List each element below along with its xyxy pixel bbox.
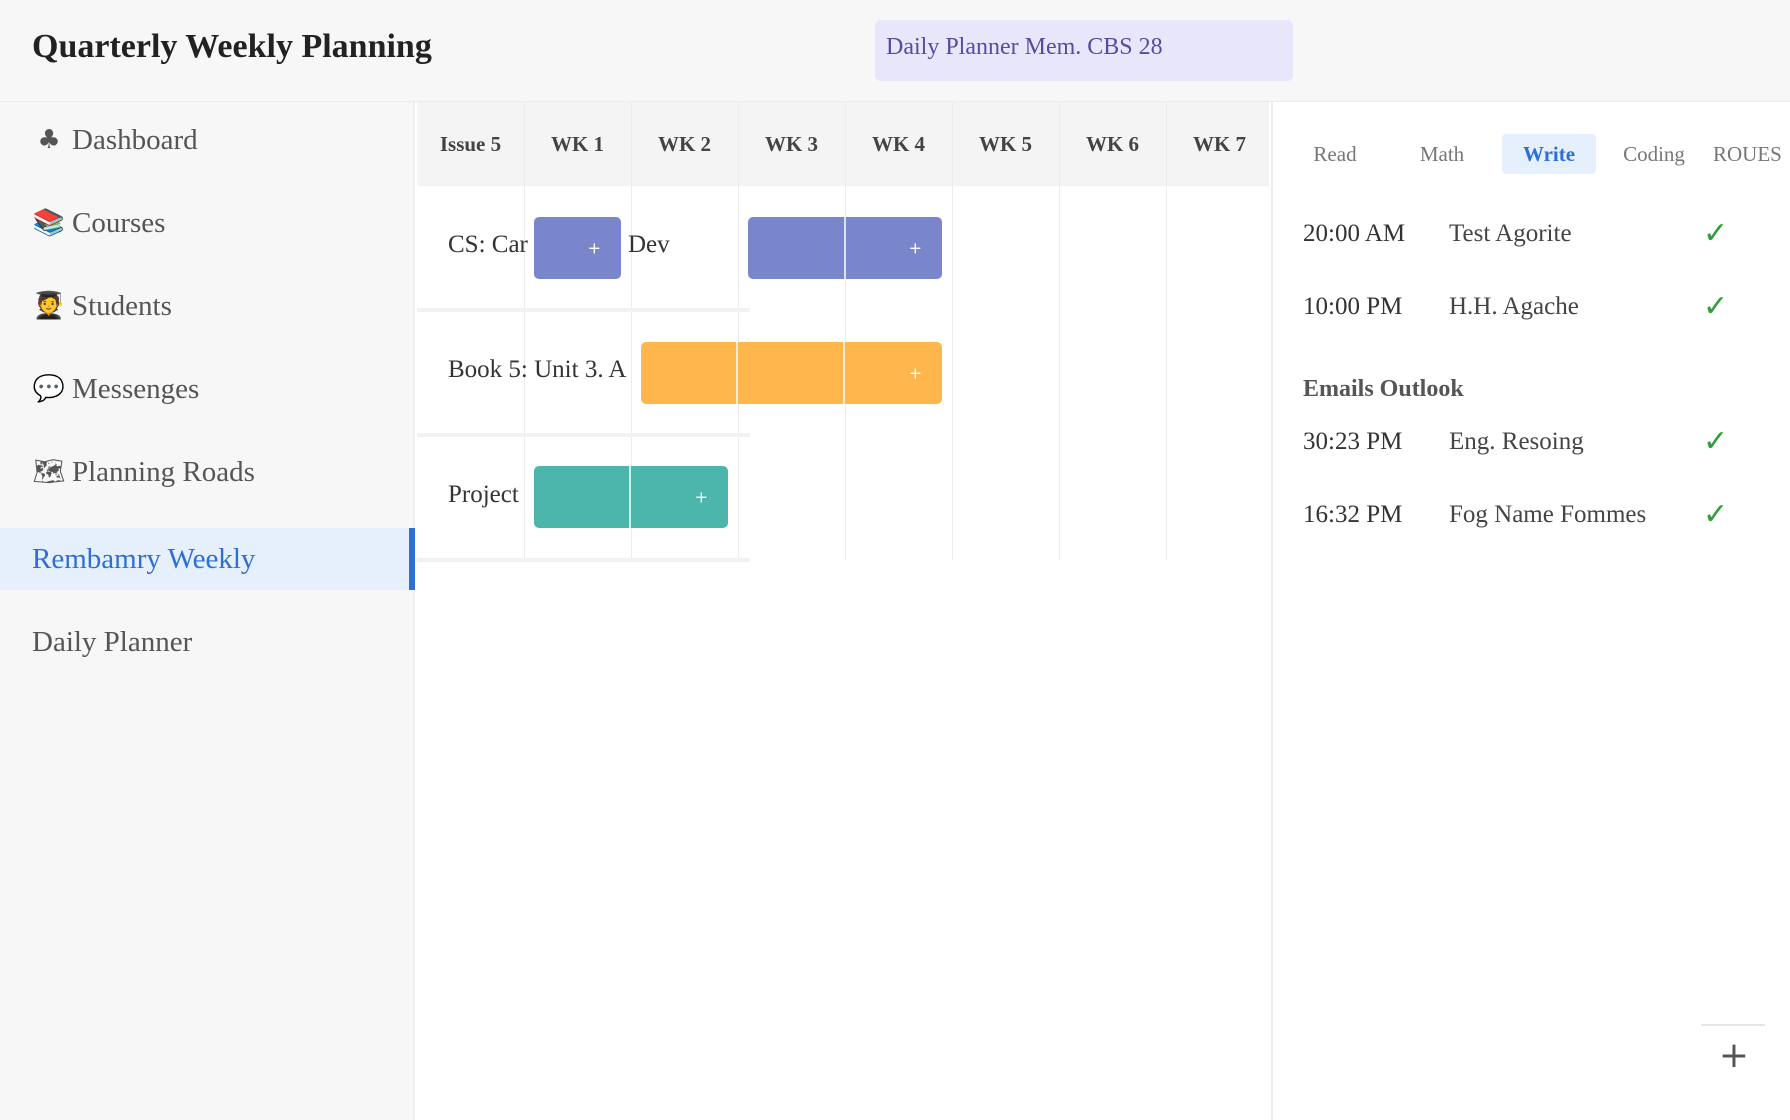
sidebar-item-students[interactable]: 🧑‍🎓 Students bbox=[0, 275, 415, 337]
section-title: Emails Outlook bbox=[1303, 376, 1464, 402]
timeline-grid: Issue 5 WK 1 WK 2 WK 3 WK 4 WK 5 WK 6 WK… bbox=[417, 102, 1269, 1120]
entry-name: Eng. Resoing bbox=[1449, 428, 1584, 455]
row-divider bbox=[417, 558, 750, 562]
map-icon: 🗺 bbox=[32, 457, 66, 487]
row-label-cs-tail: Dev bbox=[628, 231, 670, 258]
row-label-cs: CS: Car bbox=[448, 231, 528, 259]
sidebar-item-label: Planning Roads bbox=[72, 455, 255, 488]
column-header: WK 6 bbox=[1085, 131, 1140, 156]
add-icon[interactable]: + bbox=[908, 363, 922, 383]
column-header: WK 5 bbox=[978, 131, 1033, 156]
divider bbox=[1701, 1024, 1765, 1026]
grid-line bbox=[631, 102, 632, 560]
add-button[interactable]: + bbox=[1718, 1034, 1750, 1076]
bar-divider bbox=[629, 466, 631, 528]
bar-divider bbox=[843, 342, 845, 404]
tab-math[interactable]: Math bbox=[1419, 141, 1465, 166]
add-icon[interactable]: + bbox=[587, 238, 601, 258]
sidebar-item-weekly[interactable]: Rembamry Weekly bbox=[0, 528, 415, 590]
grid-line bbox=[738, 102, 739, 560]
column-header: WK 7 bbox=[1192, 131, 1247, 156]
column-header: WK 3 bbox=[764, 131, 819, 156]
timeline-bar[interactable]: + bbox=[641, 342, 942, 404]
row-label-project: Project bbox=[448, 481, 519, 508]
sidebar-item-label: Courses bbox=[72, 206, 166, 239]
entry-time: 16:32 PM bbox=[1303, 501, 1403, 528]
timeline-bar[interactable]: + bbox=[748, 217, 942, 279]
timeline-header: Issue 5 WK 1 WK 2 WK 3 WK 4 WK 5 WK 6 WK… bbox=[417, 102, 1269, 186]
search-input[interactable]: Daily Planner Mem. CBS 28 bbox=[875, 20, 1293, 81]
entry-name: H.H. Agache bbox=[1449, 293, 1579, 320]
column-header: WK 1 bbox=[550, 131, 605, 156]
entry-name: Test Agorite bbox=[1449, 220, 1572, 247]
check-icon[interactable]: ✓ bbox=[1703, 497, 1729, 532]
sidebar-item-label: Messenges bbox=[72, 372, 200, 405]
right-panel: Read Math Write Coding ROUES 20:00 AM Te… bbox=[1271, 102, 1790, 1120]
sidebar-item-label: Dashboard bbox=[72, 123, 198, 156]
add-icon[interactable]: + bbox=[694, 487, 708, 507]
entry-time: 30:23 PM bbox=[1303, 428, 1403, 455]
row-label-part: CS: Car bbox=[448, 231, 528, 258]
row-divider bbox=[417, 433, 750, 437]
app-title: Quarterly Weekly Planning bbox=[32, 28, 432, 65]
grid-line bbox=[1059, 102, 1060, 560]
entry-name: Fog Name Fommes bbox=[1449, 501, 1647, 528]
grid-line bbox=[524, 102, 525, 560]
bar-divider bbox=[736, 342, 738, 404]
entry-time: 20:00 AM bbox=[1303, 220, 1406, 247]
sidebar-item-dashboard[interactable]: ♣ Dashboard bbox=[0, 109, 415, 171]
row-label-book: Book 5: Unit 3. A bbox=[448, 356, 627, 383]
add-icon[interactable]: + bbox=[908, 238, 922, 258]
tab-write[interactable]: Write bbox=[1502, 134, 1596, 174]
timeline-bar[interactable]: + bbox=[534, 217, 621, 279]
check-icon[interactable]: ✓ bbox=[1703, 424, 1729, 459]
tab-read[interactable]: Read bbox=[1313, 141, 1357, 166]
books-icon: 📚 bbox=[32, 208, 66, 238]
column-header: WK 2 bbox=[657, 131, 712, 156]
app-header: Quarterly Weekly Planning Daily Planner … bbox=[0, 0, 1790, 102]
check-icon[interactable]: ✓ bbox=[1703, 216, 1729, 251]
entry-time: 10:00 PM bbox=[1303, 293, 1403, 320]
sidebar-item-label: Daily Planner bbox=[32, 625, 193, 658]
sidebar-item-label: Students bbox=[72, 289, 172, 322]
student-icon: 🧑‍🎓 bbox=[32, 291, 66, 321]
sidebar-item-messages[interactable]: 💬 Messenges bbox=[0, 358, 415, 420]
timeline-bar[interactable]: + bbox=[534, 466, 728, 528]
sidebar-item-label: Rembamry Weekly bbox=[32, 542, 256, 575]
tab-roues[interactable]: ROUES bbox=[1713, 141, 1782, 166]
sidebar-item-courses[interactable]: 📚 Courses bbox=[0, 192, 415, 254]
column-header: Issue 5 bbox=[439, 131, 502, 156]
sidebar: ♣ Dashboard 📚 Courses 🧑‍🎓 Students 💬 Mes… bbox=[0, 102, 415, 1120]
column-header: WK 4 bbox=[871, 131, 926, 156]
grid-line bbox=[952, 102, 953, 560]
row-divider bbox=[417, 308, 750, 312]
grid-line bbox=[1166, 102, 1167, 560]
sidebar-item-daily-planner[interactable]: Daily Planner bbox=[0, 611, 415, 673]
sidebar-item-planning-roads[interactable]: 🗺 Planning Roads bbox=[0, 441, 415, 503]
tab-coding[interactable]: Coding bbox=[1623, 141, 1685, 166]
bar-divider bbox=[844, 217, 846, 279]
grid-line bbox=[845, 102, 846, 560]
speech-bubble-icon: 💬 bbox=[32, 374, 66, 404]
check-icon[interactable]: ✓ bbox=[1703, 289, 1729, 324]
club-icon: ♣ bbox=[37, 125, 61, 155]
